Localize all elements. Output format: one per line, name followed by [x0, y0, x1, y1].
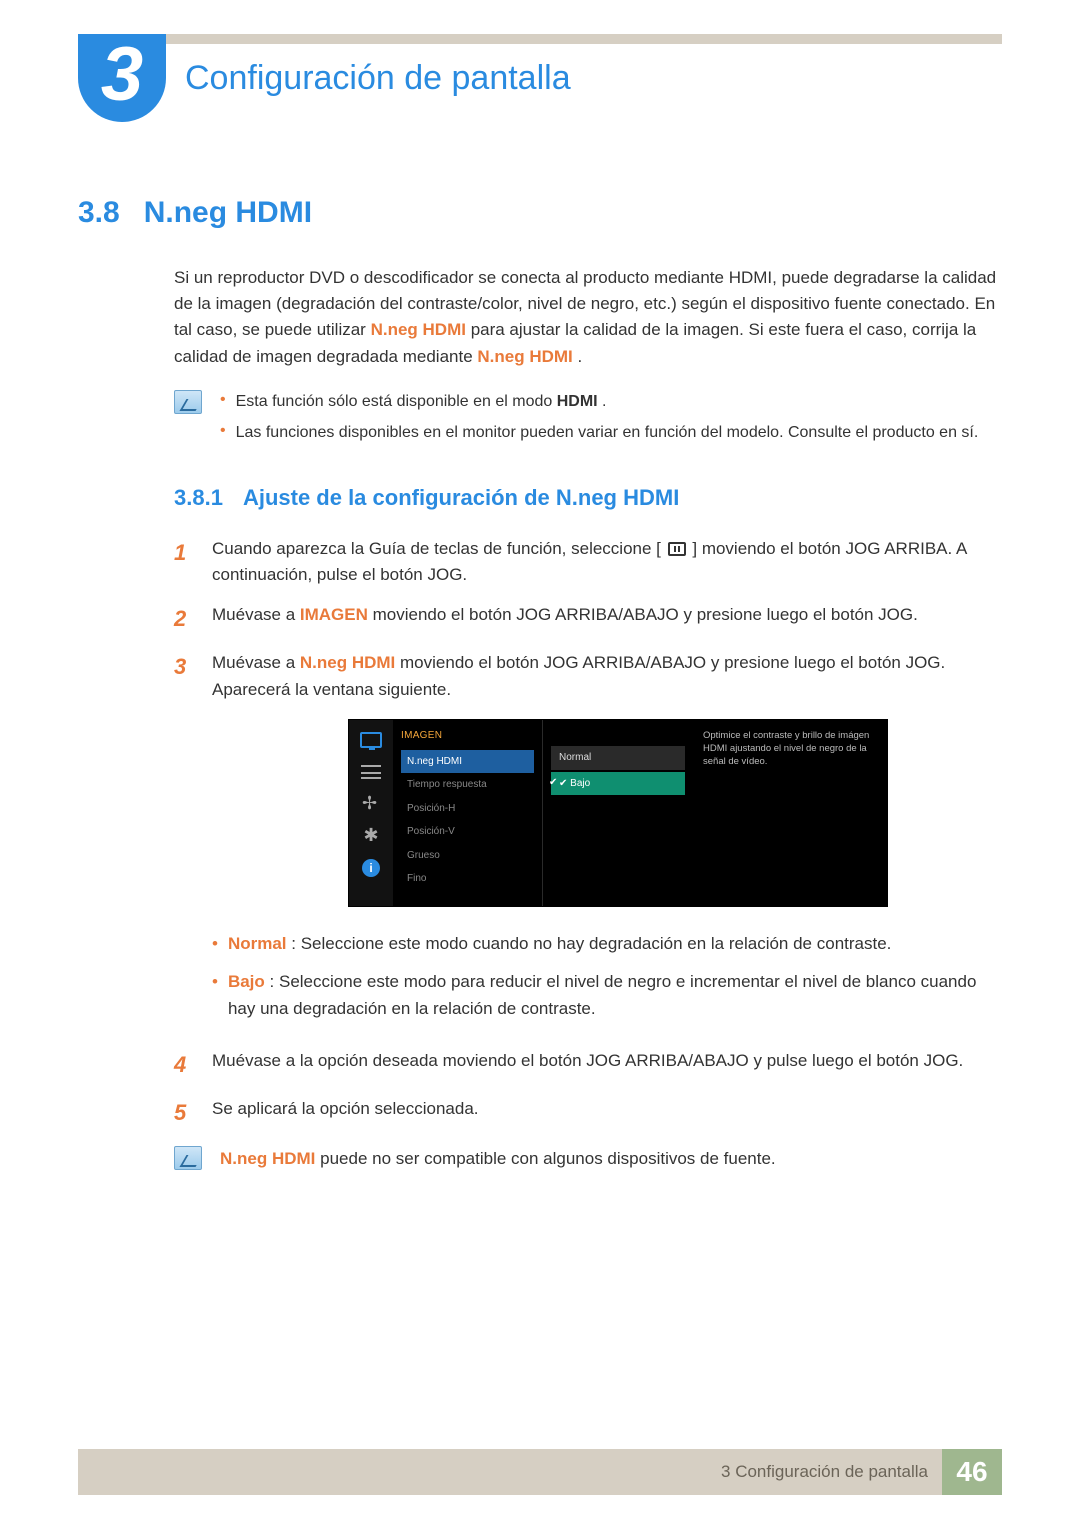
keyword-nneg-1: N.neg HDMI: [371, 320, 466, 339]
step-number: 3: [174, 650, 194, 1034]
keyword-nneg: N.neg HDMI: [300, 653, 395, 672]
osd-menu-row: Grueso: [401, 844, 534, 868]
chapter-number-badge: 3: [78, 34, 166, 122]
subsection-title: Ajuste de la configuración de N.neg HDMI: [243, 481, 679, 515]
osd-icon-rail: ✱ i: [349, 720, 393, 906]
osd-icon-settings: ✱: [359, 826, 383, 846]
step-number: 2: [174, 602, 194, 636]
chapter-title: Configuración de pantalla: [185, 52, 571, 105]
step-body: Se aplicará la opción seleccionada.: [212, 1096, 1002, 1130]
osd-screenshot: ✱ i IMAGEN N.neg HDMI Tiempo respuesta P…: [348, 719, 888, 907]
value-desc-text: : Seleccione este modo cuando no hay deg…: [291, 934, 891, 953]
keyword-imagen: IMAGEN: [300, 605, 368, 624]
osd-description: Optimice el contraste y brillo de imágen…: [693, 720, 887, 906]
osd-menu-row: Fino: [401, 867, 534, 891]
step-body: Muévase a la opción deseada moviendo el …: [212, 1048, 1002, 1082]
note-text-body: puede no ser compatible con algunos disp…: [320, 1149, 776, 1168]
note-list: • Esta función sólo está disponible en e…: [220, 390, 1002, 452]
keyword-bajo: Bajo: [228, 972, 265, 991]
note-bold: HDMI: [557, 393, 598, 410]
note-block-1: • Esta función sólo está disponible en e…: [174, 390, 1002, 452]
value-desc-text: : Seleccione este modo para reducir el n…: [228, 972, 976, 1017]
bullet-icon: •: [220, 421, 226, 446]
step-text: Muévase a: [212, 653, 300, 672]
page-content: 3.8 N.neg HDMI Si un reproductor DVD o d…: [78, 190, 1002, 1173]
osd-value-row-selected: ✔ Bajo: [551, 772, 685, 796]
osd-icon-info: i: [359, 858, 383, 878]
note-icon: [174, 390, 202, 414]
step-1: 1 Cuando aparezca la Guía de teclas de f…: [174, 536, 1002, 589]
footer-label: 3 Configuración de pantalla: [721, 1459, 928, 1485]
section-number: 3.8: [78, 190, 120, 237]
keyword-nneg-2: N.neg HDMI: [477, 347, 572, 366]
osd-menu-column: IMAGEN N.neg HDMI Tiempo respuesta Posic…: [393, 720, 543, 906]
intro-text-3: .: [578, 347, 583, 366]
step-3: 3 Muévase a N.neg HDMI moviendo el botón…: [174, 650, 1002, 1034]
step-2: 2 Muévase a IMAGEN moviendo el botón JOG…: [174, 602, 1002, 636]
step-text: Muévase a: [212, 605, 300, 624]
note-block-2: N.neg HDMI puede no ser compatible con a…: [174, 1146, 1002, 1172]
step-4: 4 Muévase a la opción deseada moviendo e…: [174, 1048, 1002, 1082]
osd-menu-row: Tiempo respuesta: [401, 773, 534, 797]
step-text: moviendo el botón JOG ARRIBA/ABAJO y pre…: [373, 605, 918, 624]
note-text: Las funciones disponibles en el monitor …: [236, 421, 979, 446]
step-text: Cuando aparezca la Guía de teclas de fun…: [212, 539, 661, 558]
step-body: Cuando aparezca la Guía de teclas de fun…: [212, 536, 1002, 589]
osd-menu-row: Posición-V: [401, 820, 534, 844]
value-description-list: • Normal : Seleccione este modo cuando n…: [212, 931, 1002, 1022]
bullet-icon: •: [220, 390, 226, 415]
section-intro: Si un reproductor DVD o descodificador s…: [174, 265, 1002, 370]
keyword-nneg: N.neg HDMI: [220, 1149, 315, 1168]
step-body: Muévase a IMAGEN moviendo el botón JOG A…: [212, 602, 1002, 636]
list-item: • Bajo : Seleccione este modo para reduc…: [212, 969, 1002, 1022]
osd-icon-display: [359, 730, 383, 750]
osd-icon-position: [359, 794, 383, 814]
menu-button-icon: [668, 542, 686, 556]
note-item: • Las funciones disponibles en el monito…: [220, 421, 1002, 446]
osd-menu-row: Posición-H: [401, 797, 534, 821]
note-text: Esta función sólo está disponible en el …: [236, 393, 557, 410]
top-accent-bar: [78, 34, 1002, 44]
note-icon: [174, 1146, 202, 1170]
step-number: 4: [174, 1048, 194, 1082]
bullet-icon: •: [212, 931, 218, 957]
list-item: • Normal : Seleccione este modo cuando n…: [212, 931, 1002, 957]
step-5: 5 Se aplicará la opción seleccionada.: [174, 1096, 1002, 1130]
step-number: 1: [174, 536, 194, 589]
note-item: • Esta función sólo está disponible en e…: [220, 390, 1002, 415]
section-heading: 3.8 N.neg HDMI: [78, 190, 1002, 237]
section-title: N.neg HDMI: [144, 190, 312, 237]
keyword-normal: Normal: [228, 934, 287, 953]
step-body: Muévase a N.neg HDMI moviendo el botón J…: [212, 650, 1002, 1034]
step-number: 5: [174, 1096, 194, 1130]
osd-values-column: Normal ✔ Bajo: [543, 720, 693, 906]
osd-menu-header: IMAGEN: [401, 728, 534, 744]
subsection-number: 3.8.1: [174, 481, 223, 515]
note-text-post: .: [602, 393, 606, 410]
osd-value-row: Normal: [551, 746, 685, 770]
subsection-heading: 3.8.1 Ajuste de la configuración de N.ne…: [174, 481, 1002, 515]
bullet-icon: •: [212, 969, 218, 1022]
footer-bar: 3 Configuración de pantalla 46: [78, 1449, 1002, 1495]
note-text: N.neg HDMI puede no ser compatible con a…: [220, 1146, 776, 1172]
osd-menu-row-selected: N.neg HDMI: [401, 750, 534, 774]
osd-icon-menu: [359, 762, 383, 782]
footer-page-number: 46: [942, 1449, 1002, 1495]
osd-value-label: Bajo: [570, 778, 590, 789]
